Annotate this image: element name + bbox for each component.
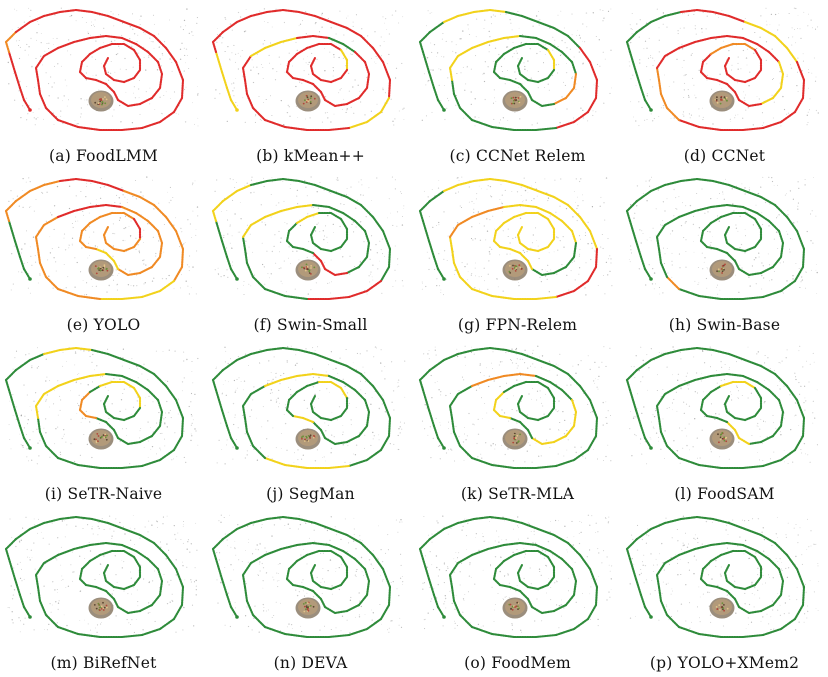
panel-caption: (c) CCNet Relem	[449, 147, 586, 165]
camera-trajectory	[418, 515, 599, 639]
reconstruction-plot	[625, 7, 819, 132]
food-dish-object	[502, 90, 528, 112]
point-cloud	[214, 176, 405, 296]
reconstruction-plot	[4, 515, 198, 639]
result-panel: (k) SeTR-MLA	[414, 338, 621, 507]
panel-caption: (m) BiRefNet	[50, 654, 157, 672]
food-dish-object	[502, 597, 528, 619]
reconstruction-plot	[625, 176, 818, 301]
panel-caption: (n) DEVA	[273, 654, 348, 672]
result-panel: (d) CCNet	[621, 0, 828, 169]
point-cloud	[422, 514, 613, 633]
result-panel: (g) FPN-Relem	[414, 169, 621, 338]
result-panel: (l) FoodSAM	[621, 338, 828, 507]
food-dish-object	[709, 259, 735, 281]
result-panel: (o) FoodMem	[414, 507, 621, 676]
result-panel: (i) SeTR-Naive	[0, 338, 207, 507]
camera-trajectory	[625, 515, 806, 639]
panel-caption: (d) CCNet	[683, 147, 766, 165]
camera-trajectory	[211, 177, 392, 301]
result-panel: (p) YOLO+XMem2	[621, 507, 828, 676]
point-cloud	[7, 515, 198, 633]
point-cloud	[628, 176, 818, 295]
camera-trajectory	[418, 346, 599, 470]
reconstruction-plot	[211, 514, 404, 639]
camera-trajectory	[625, 346, 806, 470]
reconstruction-plot	[625, 515, 820, 639]
camera-trajectory	[418, 8, 599, 132]
food-dish-object	[88, 597, 114, 619]
reconstruction-plot	[4, 346, 199, 470]
food-dish-object	[502, 428, 528, 450]
camera-trajectory	[211, 8, 392, 132]
food-dish-object	[295, 428, 321, 450]
result-panel: (f) Swin-Small	[207, 169, 414, 338]
food-dish-object	[502, 259, 528, 281]
reconstruction-plot	[418, 345, 612, 470]
panel-caption: (e) YOLO	[66, 316, 141, 334]
panel-caption: (i) SeTR-Naive	[44, 485, 163, 503]
result-panel: (c) CCNet Relem	[414, 0, 621, 169]
reconstruction-plot	[418, 176, 613, 301]
reconstruction-plot	[211, 176, 405, 301]
food-dish-object	[88, 90, 114, 112]
camera-trajectory	[211, 515, 392, 639]
panel-caption: (l) FoodSAM	[674, 485, 775, 503]
panel-caption: (a) FoodLMM	[49, 147, 158, 165]
panel-caption: (g) FPN-Relem	[457, 316, 578, 334]
camera-trajectory	[4, 515, 185, 639]
result-panel: (b) kMean++	[207, 0, 414, 169]
reconstruction-plot	[418, 514, 613, 639]
result-panel: (h) Swin-Base	[621, 169, 828, 338]
result-panel: (a) FoodLMM	[0, 0, 207, 169]
food-dish-object	[88, 428, 114, 450]
camera-trajectory	[4, 177, 185, 301]
food-dish-object	[709, 597, 735, 619]
result-panel: (j) SegMan	[207, 338, 414, 507]
food-dish-object	[295, 259, 321, 281]
reconstruction-plot	[211, 8, 405, 132]
reconstruction-plot	[625, 345, 818, 470]
point-cloud	[421, 176, 613, 296]
point-cloud	[629, 345, 818, 465]
camera-trajectory	[4, 8, 185, 132]
panel-caption: (h) Swin-Base	[668, 316, 781, 334]
reconstruction-plot	[4, 7, 199, 132]
result-panel: (e) YOLO	[0, 169, 207, 338]
camera-trajectory	[4, 346, 185, 470]
panel-caption: (j) SegMan	[266, 485, 355, 503]
result-panel: (m) BiRefNet	[0, 507, 207, 676]
camera-trajectory	[418, 177, 599, 301]
camera-trajectory	[625, 8, 806, 132]
reconstruction-plot	[211, 345, 406, 470]
food-dish-object	[709, 428, 735, 450]
panel-caption: (k) SeTR-MLA	[460, 485, 575, 503]
reconstruction-plot	[418, 8, 612, 132]
camera-trajectory	[625, 177, 806, 301]
food-dish-object	[295, 90, 321, 112]
point-cloud	[421, 345, 612, 465]
panel-caption: (f) Swin-Small	[253, 316, 368, 334]
panel-caption: (p) YOLO+XMem2	[649, 654, 800, 672]
point-cloud	[8, 176, 199, 296]
food-dish-object	[88, 259, 114, 281]
camera-trajectory	[211, 346, 392, 470]
panel-caption: (b) kMean++	[256, 147, 365, 165]
panel-caption: (o) FoodMem	[464, 654, 571, 672]
food-dish-object	[295, 597, 321, 619]
reconstruction-plot	[4, 176, 199, 301]
result-panel: (n) DEVA	[207, 507, 414, 676]
food-dish-object	[709, 90, 735, 112]
